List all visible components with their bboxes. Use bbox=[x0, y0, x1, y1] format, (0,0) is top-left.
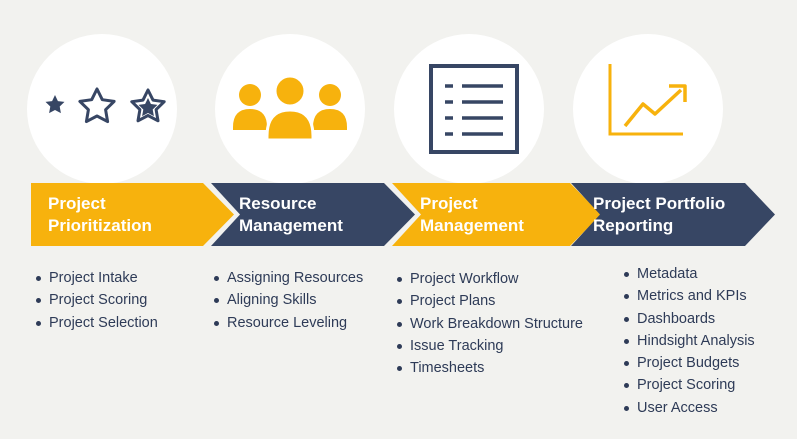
trend-chart-icon bbox=[608, 64, 687, 136]
people-icon bbox=[233, 74, 347, 142]
list-item: Resource Leveling bbox=[212, 312, 363, 334]
list-item: Project Plans bbox=[395, 290, 583, 312]
list-item: Project Budgets bbox=[622, 352, 755, 374]
list-item: Metrics and KPIs bbox=[622, 285, 755, 307]
project-management-icon-circle bbox=[394, 34, 544, 184]
list-item: Timesheets bbox=[395, 357, 583, 379]
prioritization-list: Project Intake Project Scoring Project S… bbox=[34, 267, 158, 334]
list-item: User Access bbox=[622, 397, 755, 419]
project-management-list: Project Workflow Project Plans Work Brea… bbox=[395, 268, 583, 379]
resource-list: Assigning Resources Aligning Skills Reso… bbox=[212, 267, 363, 334]
stage-arrow-resource: Resource Management bbox=[211, 183, 419, 246]
stage-arrow-reporting: Project Portfolio Reporting bbox=[571, 183, 779, 246]
stage-title-resource: Resource Management bbox=[239, 193, 343, 235]
list-item: Metadata bbox=[622, 263, 755, 285]
list-item: Hindsight Analysis bbox=[622, 330, 755, 352]
list-item: Project Selection bbox=[34, 312, 158, 334]
stage-title-project-management: Project Management bbox=[420, 193, 524, 235]
stars-icon bbox=[45, 87, 166, 124]
checklist-icon bbox=[429, 64, 519, 154]
list-item: Dashboards bbox=[622, 308, 755, 330]
list-item: Project Scoring bbox=[34, 289, 158, 311]
stage-title-prioritization: Project Prioritization bbox=[48, 193, 152, 235]
reporting-icon-circle bbox=[573, 34, 723, 184]
reporting-list: Metadata Metrics and KPIs Dashboards Hin… bbox=[622, 263, 755, 419]
list-item: Aligning Skills bbox=[212, 289, 363, 311]
list-item: Project Scoring bbox=[622, 374, 755, 396]
resource-icon-circle bbox=[215, 34, 365, 184]
list-item: Assigning Resources bbox=[212, 267, 363, 289]
prioritization-icon-circle bbox=[27, 34, 177, 184]
list-item: Issue Tracking bbox=[395, 335, 583, 357]
stage-arrow-prioritization: Project Prioritization bbox=[31, 183, 239, 246]
list-item: Project Intake bbox=[34, 267, 158, 289]
stage-arrow-project-management: Project Management bbox=[392, 183, 604, 246]
list-item: Work Breakdown Structure bbox=[395, 313, 583, 335]
list-item: Project Workflow bbox=[395, 268, 583, 290]
stage-title-reporting: Project Portfolio Reporting bbox=[593, 193, 726, 235]
